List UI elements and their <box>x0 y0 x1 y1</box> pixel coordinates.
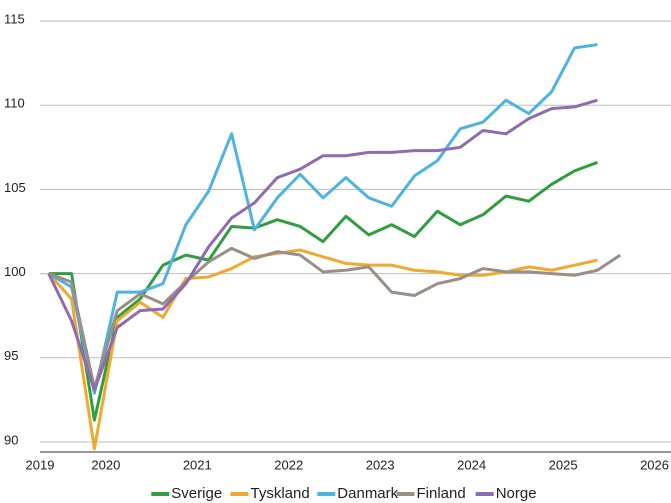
x-tick-label: 2020 <box>91 457 120 472</box>
x-tick-label: 2024 <box>457 457 486 472</box>
legend-label: Norge <box>496 485 537 502</box>
legend-label: Tyskland <box>251 485 310 502</box>
x-tick-label: 2021 <box>183 457 212 472</box>
y-tick-label: 100 <box>4 264 26 279</box>
x-tick-label: 2026 <box>640 457 669 472</box>
series-line <box>48 161 598 422</box>
x-tick-label: 2019 <box>26 457 55 472</box>
x-tick-label: 2022 <box>274 457 303 472</box>
y-tick-label: 105 <box>4 180 26 195</box>
legend-label: Danmark <box>337 485 398 502</box>
series-line <box>47 43 598 395</box>
x-tick-label: 2025 <box>549 457 578 472</box>
series-line <box>47 98 598 392</box>
y-tick-label: 110 <box>4 96 25 111</box>
y-tick-label: 90 <box>4 432 18 447</box>
series-line <box>47 248 598 451</box>
y-tick-label: 95 <box>4 348 18 363</box>
x-tick-label: 2023 <box>366 457 395 472</box>
y-tick-label: 115 <box>4 11 25 26</box>
legend-label: Sverige <box>171 485 222 502</box>
series-line <box>48 246 622 390</box>
legend-label: Finland <box>417 485 466 502</box>
